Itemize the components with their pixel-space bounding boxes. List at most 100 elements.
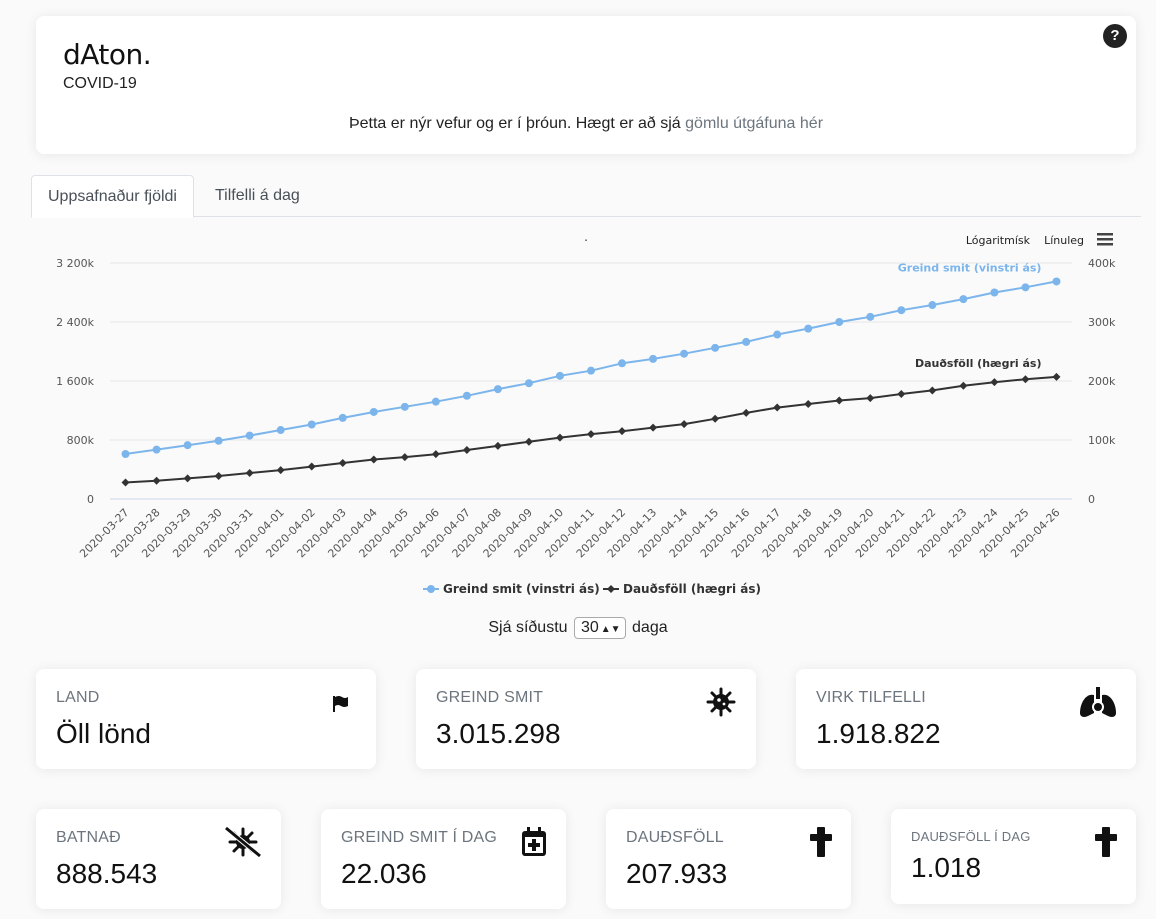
- data-point[interactable]: [183, 474, 192, 483]
- stat-card-recovered: BATNAÐ 888.543: [36, 809, 281, 909]
- calendar-plus-icon: [522, 827, 546, 856]
- data-point[interactable]: [462, 446, 471, 455]
- stat-label: GREIND SMIT Í DAG: [341, 829, 498, 846]
- days-selector-row: Sjá síðustu 30 ▲▼ daga: [0, 617, 1156, 639]
- tab-cumulative[interactable]: Uppsafnaður fjöldi: [31, 175, 194, 218]
- data-point[interactable]: [773, 330, 782, 339]
- data-point[interactable]: [121, 450, 130, 459]
- data-point[interactable]: [928, 386, 937, 395]
- data-point[interactable]: [897, 306, 906, 315]
- data-point[interactable]: [369, 455, 378, 464]
- logarithmic-button[interactable]: Lógaritmísk: [966, 234, 1031, 247]
- data-point[interactable]: [214, 471, 223, 480]
- virus-icon: [706, 687, 736, 717]
- legend-item[interactable]: Dauðsföll (hægri ás): [623, 582, 761, 596]
- data-point[interactable]: [959, 295, 968, 304]
- data-point[interactable]: [866, 394, 875, 403]
- stat-label: DAUÐSFÖLL: [626, 829, 724, 846]
- data-point[interactable]: [1052, 372, 1061, 381]
- data-point[interactable]: [338, 413, 347, 422]
- y-right-tick-label: 400k: [1088, 257, 1116, 270]
- chart-container: . Lógaritmísk Línuleg 0 800k 1 600k 2 400k 3 20…: [31, 218, 1141, 618]
- data-point[interactable]: [680, 420, 689, 429]
- days-select[interactable]: 30 ▲▼: [573, 617, 626, 639]
- linear-button[interactable]: Línuleg: [1044, 234, 1084, 247]
- data-point[interactable]: [618, 427, 627, 436]
- data-point[interactable]: [835, 396, 844, 405]
- data-point[interactable]: [369, 407, 378, 416]
- data-point[interactable]: [400, 402, 409, 411]
- data-point[interactable]: [835, 318, 844, 326]
- data-point[interactable]: [773, 403, 782, 412]
- data-point[interactable]: [183, 441, 192, 450]
- tab-daily[interactable]: Tilfelli á dag: [215, 187, 300, 204]
- data-point[interactable]: [555, 433, 564, 442]
- data-point[interactable]: [338, 459, 347, 468]
- data-point[interactable]: [245, 469, 254, 478]
- data-point[interactable]: [711, 343, 720, 352]
- data-point[interactable]: [524, 437, 533, 446]
- data-point[interactable]: [587, 430, 595, 439]
- data-point[interactable]: [990, 288, 999, 297]
- cross-icon: [810, 827, 832, 857]
- data-point[interactable]: [742, 337, 751, 346]
- stat-value: 207.933: [626, 858, 728, 889]
- series-end-label: Dauðsföll (hægri ás): [915, 357, 1041, 370]
- data-point[interactable]: [152, 476, 161, 485]
- data-point[interactable]: [959, 381, 968, 390]
- data-point[interactable]: [431, 450, 440, 459]
- page-subtitle: COVID-19: [63, 75, 137, 92]
- chart: . Lógaritmísk Línuleg 0 800k 1 600k 2 400k 3 20…: [56, 230, 1116, 596]
- data-point[interactable]: [493, 385, 502, 394]
- data-point[interactable]: [431, 397, 440, 406]
- legend-item[interactable]: Greind smit (vinstri ás): [443, 582, 600, 596]
- data-point[interactable]: [804, 400, 813, 409]
- data-point[interactable]: [680, 349, 689, 358]
- old-version-link[interactable]: gömlu útgáfuna hér: [685, 115, 824, 132]
- logo[interactable]: dAton.: [63, 38, 152, 71]
- data-point[interactable]: [307, 420, 316, 429]
- data-point[interactable]: [524, 379, 533, 388]
- menu-icon[interactable]: [1097, 238, 1113, 241]
- data-point[interactable]: [742, 408, 751, 417]
- data-point[interactable]: [121, 478, 130, 487]
- cross-icon: [1095, 827, 1117, 857]
- data-point[interactable]: [866, 312, 875, 321]
- data-point[interactable]: [649, 423, 658, 432]
- data-point[interactable]: [897, 389, 906, 398]
- data-point[interactable]: [152, 445, 161, 454]
- data-point[interactable]: [990, 378, 999, 387]
- data-point[interactable]: [649, 354, 658, 363]
- data-point[interactable]: [804, 324, 813, 333]
- data-point[interactable]: [462, 391, 471, 400]
- stat-label: VIRK TILFELLI: [816, 689, 926, 706]
- data-point[interactable]: [276, 426, 285, 435]
- menu-icon[interactable]: [1097, 243, 1113, 246]
- data-point[interactable]: [493, 441, 502, 450]
- data-point[interactable]: [587, 366, 595, 375]
- data-point[interactable]: [1052, 277, 1061, 286]
- help-button[interactable]: ?: [1103, 24, 1127, 48]
- legend-marker[interactable]: [427, 585, 435, 593]
- data-point[interactable]: [928, 301, 937, 310]
- data-point[interactable]: [618, 359, 627, 368]
- data-point[interactable]: [400, 453, 409, 462]
- series-end-label: Greind smit (vinstri ás): [898, 261, 1042, 274]
- stat-label: BATNAÐ: [56, 829, 121, 846]
- stat-card-deaths-today: DAUÐSFÖLL Í DAG 1.018: [891, 809, 1136, 904]
- stat-value: 888.543: [56, 858, 158, 889]
- data-point[interactable]: [245, 431, 254, 440]
- legend-marker[interactable]: [607, 585, 615, 593]
- data-point[interactable]: [1021, 283, 1030, 292]
- y-right-tick-label: 100k: [1088, 434, 1116, 447]
- data-point[interactable]: [307, 462, 316, 471]
- data-point[interactable]: [214, 436, 223, 445]
- lungs-virus-icon: [1080, 687, 1116, 717]
- data-point[interactable]: [711, 414, 720, 423]
- data-point[interactable]: [1021, 375, 1030, 384]
- y-left-tick-label: 2 400k: [56, 316, 94, 329]
- menu-icon[interactable]: [1097, 233, 1113, 236]
- data-point[interactable]: [555, 371, 564, 380]
- data-point[interactable]: [276, 466, 285, 475]
- stat-card-deaths: DAUÐSFÖLL 207.933: [606, 809, 851, 909]
